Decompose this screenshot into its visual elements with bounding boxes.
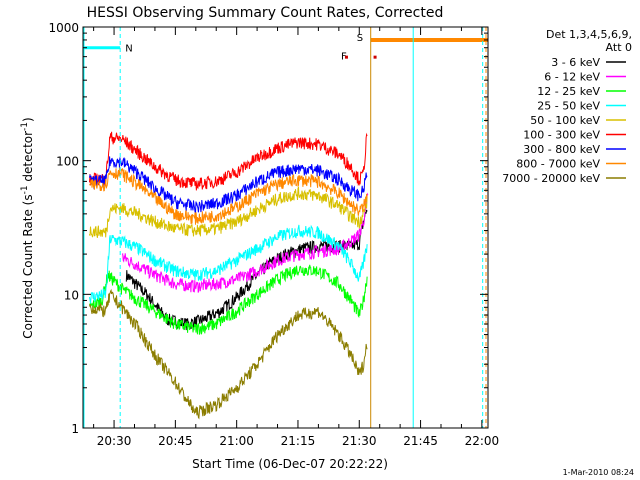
legend-label-8: 800 - 7000 keV bbox=[516, 158, 600, 171]
y-axis-label-mid: detector bbox=[21, 131, 35, 186]
series-line-9 bbox=[89, 288, 368, 420]
y-tick-label-100: 100 bbox=[56, 155, 79, 169]
legend-label-2: 6 - 12 keV bbox=[544, 71, 600, 84]
y-axis-label-main: Corrected Count Rate (s bbox=[21, 194, 35, 338]
series-line-8 bbox=[89, 167, 368, 225]
x-tick-label-2030: 20:30 bbox=[97, 434, 132, 448]
date-stamp: 1-Mar-2010 08:24 bbox=[563, 468, 634, 477]
x-axis-label: Start Time (06-Dec-07 20:22:22) bbox=[192, 457, 388, 471]
axes-layer: 20:30 20:45 21:00 21:15 21:30 21:45 22:00 1 10 10… bbox=[48, 21, 499, 448]
flare-dot-1 bbox=[344, 55, 348, 59]
legend-label-5: 50 - 100 keV bbox=[530, 114, 600, 127]
flare-label: F bbox=[341, 52, 347, 63]
y-axis-label-sup1: -1 bbox=[20, 185, 30, 194]
y-tick-label-1: 1 bbox=[71, 422, 79, 436]
legend: Det 1,3,4,5,6,9, Att 0 3 - 6 keV 6 - 12 k… bbox=[502, 28, 632, 185]
y-tick-label-1000: 1000 bbox=[48, 21, 79, 35]
legend-label-1: 3 - 6 keV bbox=[551, 56, 600, 69]
legend-label-6: 100 - 300 keV bbox=[523, 129, 600, 142]
series-line-7 bbox=[89, 156, 368, 214]
y-tick-label-10: 10 bbox=[64, 288, 79, 302]
legend-label-9: 7000 - 20000 keV bbox=[502, 172, 600, 185]
legend-header-line1: Det 1,3,4,5,6,9, bbox=[546, 28, 632, 41]
series-line-5 bbox=[89, 185, 368, 238]
y-axis-label: Corrected Count Rate (s-1 detector-1) bbox=[20, 117, 35, 338]
x-tick-label-2200: 22:00 bbox=[465, 434, 500, 448]
y-axis-label-end: ) bbox=[21, 117, 35, 122]
night-label-1: N bbox=[125, 44, 132, 55]
flare-dot-2 bbox=[373, 55, 377, 59]
series-line-4 bbox=[89, 224, 368, 304]
series-line-6 bbox=[89, 131, 368, 191]
saa-label-1: S bbox=[357, 33, 363, 44]
x-tick-label-2045: 20:45 bbox=[158, 434, 193, 448]
legend-label-4: 25 - 50 keV bbox=[537, 100, 600, 113]
x-tick-label-2100: 21:00 bbox=[219, 434, 254, 448]
plot-frame bbox=[82, 26, 489, 429]
series-line-3 bbox=[89, 264, 368, 335]
x-tick-label-2115: 21:15 bbox=[281, 434, 316, 448]
overlay-layer: N SF bbox=[83, 27, 488, 428]
series-line-1 bbox=[125, 209, 368, 331]
series-line-2 bbox=[121, 192, 369, 293]
legend-header-line2: Att 0 bbox=[606, 41, 632, 54]
data-layer bbox=[89, 131, 369, 420]
y-axis-label-sup2: -1 bbox=[20, 122, 30, 131]
x-tick-label-2130: 21:30 bbox=[342, 434, 377, 448]
legend-label-3: 12 - 25 keV bbox=[537, 85, 600, 98]
chart-title: HESSI Observing Summary Count Rates, Cor… bbox=[87, 5, 444, 21]
legend-label-7: 300 - 800 keV bbox=[523, 143, 600, 156]
x-tick-label-2145: 21:45 bbox=[403, 434, 438, 448]
